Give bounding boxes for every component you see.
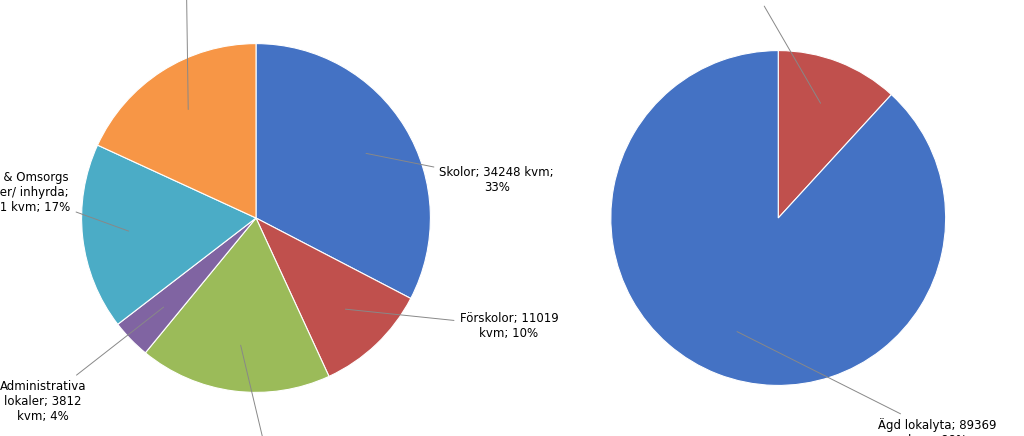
Text: Administrativa
lokaler; 3812
kvm; 4%: Administrativa lokaler; 3812 kvm; 4% [0, 307, 164, 422]
Text: Övriga lokaler; 19038
kvm; 18%: Övriga lokaler; 19038 kvm; 18% [122, 0, 250, 109]
Wedge shape [97, 44, 256, 218]
Wedge shape [145, 218, 329, 392]
Wedge shape [778, 51, 891, 218]
Wedge shape [611, 51, 945, 385]
Wedge shape [82, 145, 256, 324]
Text: Fritidsanläggningar;
18694 kvm; 18%: Fritidsanläggningar; 18694 kvm; 18% [214, 345, 333, 436]
Wedge shape [256, 44, 430, 298]
Wedge shape [256, 218, 411, 376]
Text: Skolor; 34248 kvm;
33%: Skolor; 34248 kvm; 33% [366, 153, 554, 194]
Text: Ägd lokalyta; 89369
kvm; 88%: Ägd lokalyta; 89369 kvm; 88% [737, 332, 996, 436]
Text: Inhyrd lokalyta;
11966 kvm; 12%: Inhyrd lokalyta; 11966 kvm; 12% [702, 0, 820, 103]
Text: Vård & Omsorgs
lokaler/ inhyrda;
18151 kvm; 17%: Vård & Omsorgs lokaler/ inhyrda; 18151 k… [0, 170, 129, 231]
Text: Förskolor; 11019
kvm; 10%: Förskolor; 11019 kvm; 10% [345, 309, 558, 340]
Wedge shape [118, 218, 256, 353]
